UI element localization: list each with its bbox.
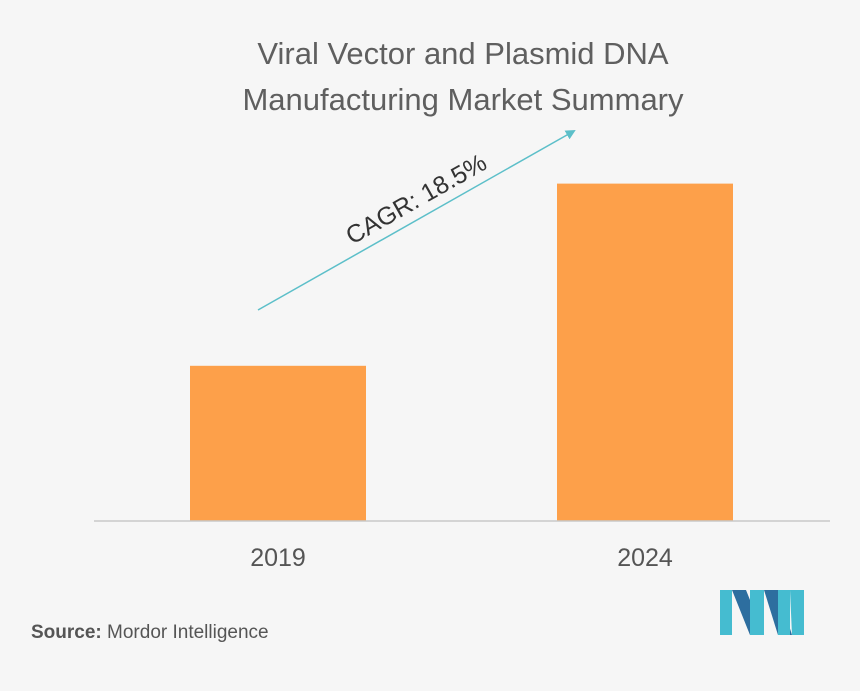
bar-2019 bbox=[190, 365, 366, 521]
x-tick-label-2019: 2019 bbox=[250, 544, 306, 572]
bar-2024 bbox=[557, 183, 733, 521]
chart-title-line-1: Viral Vector and Plasmid DNA bbox=[257, 36, 669, 71]
source-note: Source: Mordor Intelligence bbox=[31, 622, 269, 644]
chart-title-line-2: Manufacturing Market Summary bbox=[242, 82, 684, 117]
cagr-label: CAGR: 18.5% bbox=[341, 149, 491, 251]
x-tick-label-2024: 2024 bbox=[617, 544, 673, 572]
source-text: Mordor Intelligence bbox=[107, 622, 269, 643]
source-label: Source: bbox=[31, 622, 102, 643]
bar-group bbox=[190, 183, 733, 521]
mordor-intelligence-logo bbox=[720, 590, 804, 635]
cagr-arrow bbox=[257, 130, 576, 311]
x-axis-ticks: 2019 2024 bbox=[250, 544, 673, 572]
